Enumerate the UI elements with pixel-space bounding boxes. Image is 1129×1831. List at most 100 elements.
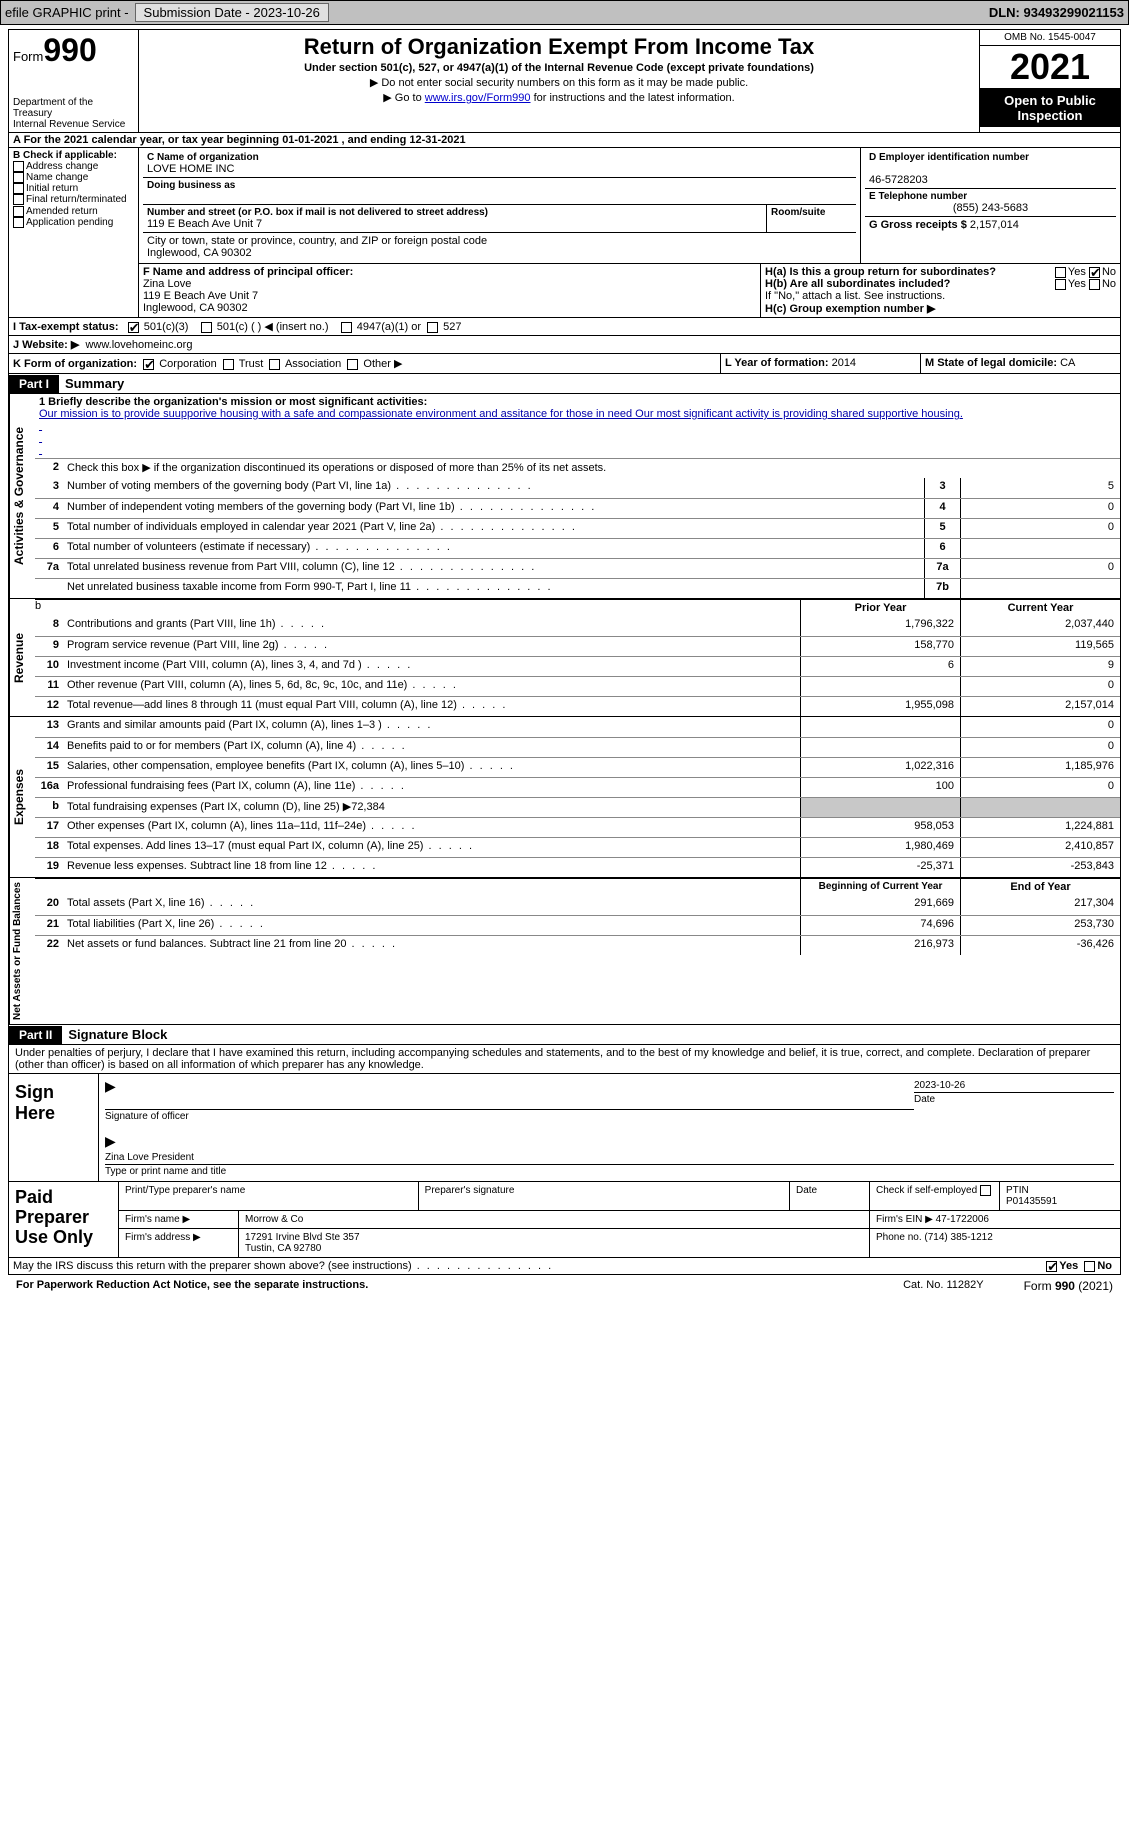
firm-name: Morrow & Co xyxy=(239,1211,870,1228)
arrow-icon: ▶ xyxy=(105,1133,116,1149)
summary-row: 9Program service revenue (Part VIII, lin… xyxy=(35,636,1120,656)
check-association[interactable] xyxy=(269,359,280,370)
firm-city: Tustin, CA 92780 xyxy=(245,1243,321,1254)
hb-no-check[interactable] xyxy=(1089,279,1100,290)
officer-name: Zina Love xyxy=(143,278,191,290)
instruction-line-1: ▶ Do not enter social security numbers o… xyxy=(145,76,973,89)
officer-cell: F Name and address of principal officer:… xyxy=(139,264,760,317)
arrow-icon: ▶ xyxy=(105,1078,116,1094)
header-left: Form990 Department of the Treasury Inter… xyxy=(9,30,139,132)
summary-row: 20Total assets (Part X, line 16)291,6692… xyxy=(35,895,1120,915)
summary-row: 5Total number of individuals employed in… xyxy=(35,518,1120,538)
ha-yes-check[interactable] xyxy=(1055,267,1066,278)
summary-row: 15Salaries, other compensation, employee… xyxy=(35,757,1120,777)
check-amended-return[interactable]: Amended return xyxy=(13,206,134,217)
date-label: Date xyxy=(914,1094,935,1105)
summary-row: 10Investment income (Part VIII, column (… xyxy=(35,656,1120,676)
submission-date-button[interactable]: Submission Date - 2023-10-26 xyxy=(135,3,329,22)
vtab-expenses: Expenses xyxy=(9,717,35,877)
summary-row: 17Other expenses (Part IX, column (A), l… xyxy=(35,817,1120,837)
summary-row: 8Contributions and grants (Part VIII, li… xyxy=(35,616,1120,636)
discuss-row: May the IRS discuss this return with the… xyxy=(8,1258,1121,1275)
room-label: Room/suite xyxy=(771,207,825,218)
street-address: 119 E Beach Ave Unit 7 xyxy=(147,218,262,230)
summary-row: 21Total liabilities (Part X, line 26)74,… xyxy=(35,915,1120,935)
mission-block: 1 Briefly describe the organization's mi… xyxy=(35,394,1120,458)
section-activities-governance: Activities & Governance 1 Briefly descri… xyxy=(8,394,1121,599)
col-b-header: B Check if applicable: xyxy=(13,150,134,161)
hb-yes-check[interactable] xyxy=(1055,279,1066,290)
summary-row: 4Number of independent voting members of… xyxy=(35,498,1120,518)
row-j-website: J Website: ▶ www.lovehomeinc.org xyxy=(8,336,1121,354)
summary-row: 14Benefits paid to or for members (Part … xyxy=(35,737,1120,757)
summary-row: 3Number of voting members of the governi… xyxy=(35,478,1120,498)
efile-label: efile GRAPHIC print - xyxy=(5,5,129,20)
form-version: Form 990 (2021) xyxy=(1024,1279,1113,1293)
row-a-tax-year: A For the 2021 calendar year, or tax yea… xyxy=(8,133,1121,148)
ein-cell: D Employer identification number 46-5728… xyxy=(865,150,1116,189)
form-990: Form990 Department of the Treasury Inter… xyxy=(0,25,1129,1305)
hc-label: H(c) Group exemption number ▶ xyxy=(765,303,935,315)
year-formation: 2014 xyxy=(832,357,856,369)
discuss-no-check[interactable] xyxy=(1084,1261,1095,1272)
self-employed-check[interactable] xyxy=(980,1185,991,1196)
irs-link[interactable]: www.irs.gov/Form990 xyxy=(425,92,531,104)
part-2-header: Part II Signature Block xyxy=(8,1025,1121,1045)
summary-row: 16aProfessional fundraising fees (Part I… xyxy=(35,777,1120,797)
check-address-change[interactable]: Address change xyxy=(13,161,134,172)
check-final-return[interactable]: Final return/terminated xyxy=(13,194,134,205)
check-4947[interactable] xyxy=(341,322,352,333)
vtab-net-assets: Net Assets or Fund Balances xyxy=(9,878,35,1024)
org-name-cell: C Name of organization LOVE HOME INC xyxy=(143,150,856,178)
vtab-activities: Activities & Governance xyxy=(9,394,35,598)
prep-row-3: Firm's address ▶ 17291 Irvine Blvd Ste 3… xyxy=(119,1229,1120,1257)
irs-label: Internal Revenue Service xyxy=(13,119,134,130)
summary-row: Net unrelated business taxable income fr… xyxy=(35,578,1120,598)
page-footer: For Paperwork Reduction Act Notice, see … xyxy=(8,1275,1121,1297)
check-trust[interactable] xyxy=(223,359,234,370)
paperwork-notice: For Paperwork Reduction Act Notice, see … xyxy=(16,1279,863,1293)
column-c-org-info: C Name of organization LOVE HOME INC Doi… xyxy=(139,148,1120,317)
netassets-col-headers: Beginning of Current Year End of Year xyxy=(35,878,1120,895)
catalog-number: Cat. No. 11282Y xyxy=(863,1279,1024,1293)
prep-row-2: Firm's name ▶ Morrow & Co Firm's EIN ▶ 4… xyxy=(119,1211,1120,1229)
hb-label: H(b) Are all subordinates included? xyxy=(765,278,950,290)
discuss-yes-check[interactable] xyxy=(1046,1261,1057,1272)
state-domicile: CA xyxy=(1060,357,1075,369)
check-initial-return[interactable]: Initial return xyxy=(13,183,134,194)
firm-phone: (714) 385-1212 xyxy=(924,1232,992,1243)
check-501c3[interactable] xyxy=(128,322,139,333)
firm-address: 17291 Irvine Blvd Ste 357 xyxy=(245,1232,360,1243)
instruction-line-2: ▶ Go to www.irs.gov/Form990 for instruct… xyxy=(145,91,973,104)
gross-receipts: 2,157,014 xyxy=(970,219,1019,231)
sign-here-label: Sign Here xyxy=(9,1074,99,1181)
check-corporation[interactable] xyxy=(143,359,154,370)
ein-value: 46-5728203 xyxy=(869,174,928,186)
form-word: Form xyxy=(13,49,43,64)
top-toolbar: efile GRAPHIC print - Submission Date - … xyxy=(0,0,1129,25)
check-application-pending[interactable]: Application pending xyxy=(13,217,134,228)
prep-row-1: Print/Type preparer's name Preparer's si… xyxy=(119,1182,1120,1211)
phone-cell: E Telephone number (855) 243-5683 xyxy=(865,189,1116,217)
perjury-statement: Under penalties of perjury, I declare th… xyxy=(9,1045,1120,1073)
paid-preparer-label: Paid Preparer Use Only xyxy=(9,1182,119,1257)
form-subtitle: Under section 501(c), 527, or 4947(a)(1)… xyxy=(145,62,973,74)
ha-no-check[interactable] xyxy=(1089,267,1100,278)
ha-label: H(a) Is this a group return for subordin… xyxy=(765,266,996,278)
block-b-to-h: B Check if applicable: Address change Na… xyxy=(8,148,1121,318)
section-expenses: Expenses 13Grants and similar amounts pa… xyxy=(8,717,1121,878)
check-527[interactable] xyxy=(427,322,438,333)
summary-row: 7aTotal unrelated business revenue from … xyxy=(35,558,1120,578)
check-name-change[interactable]: Name change xyxy=(13,172,134,183)
form-title: Return of Organization Exempt From Incom… xyxy=(145,34,973,60)
check-501c[interactable] xyxy=(201,322,212,333)
paid-preparer-block: Paid Preparer Use Only Print/Type prepar… xyxy=(8,1182,1121,1258)
summary-row: 22Net assets or fund balances. Subtract … xyxy=(35,935,1120,955)
form-header: Form990 Department of the Treasury Inter… xyxy=(8,29,1121,133)
check-other[interactable] xyxy=(347,359,358,370)
revenue-col-headers: b Prior Year Current Year xyxy=(35,599,1120,616)
phone-value: (855) 243-5683 xyxy=(869,202,1112,214)
officer-addr2: Inglewood, CA 90302 xyxy=(143,302,248,314)
officer-addr1: 119 E Beach Ave Unit 7 xyxy=(143,290,258,302)
addr-label: Number and street (or P.O. box if mail i… xyxy=(147,207,488,218)
